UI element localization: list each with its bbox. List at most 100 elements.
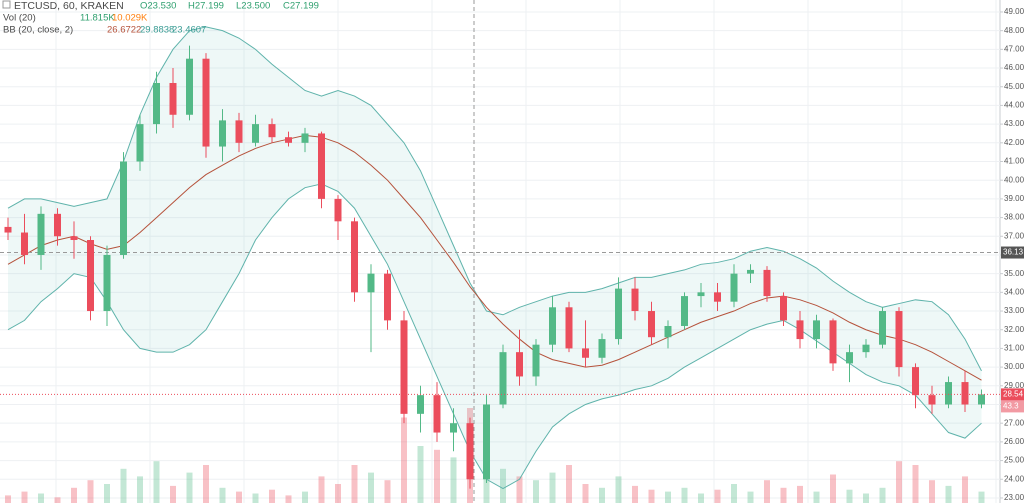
- volume-bar: [665, 491, 671, 503]
- candle-body: [351, 221, 358, 293]
- volume-bar: [599, 487, 605, 503]
- candle-body: [895, 311, 903, 368]
- candle-body: [202, 58, 210, 147]
- candle-body: [384, 273, 391, 321]
- volume-bar: [285, 495, 292, 503]
- volume-bar: [533, 480, 539, 503]
- volume-bar: [698, 493, 704, 503]
- ohlc-high: H27.199: [188, 1, 224, 12]
- volume-bar: [582, 484, 589, 503]
- volume-bar: [335, 484, 341, 503]
- y-tick-label: 48.000: [1004, 26, 1024, 35]
- volume-bar: [764, 480, 770, 503]
- candle-body: [631, 288, 639, 312]
- volume-bar: [203, 465, 209, 503]
- ohlc-close: C27.199: [283, 1, 319, 12]
- last-volume-label-bg: [1001, 400, 1024, 413]
- candle-body: [516, 352, 523, 377]
- volume-bar: [417, 446, 424, 503]
- candle-body: [54, 213, 61, 237]
- volume-bar: [566, 465, 572, 503]
- volume-bar: [401, 417, 407, 503]
- candle-body: [928, 395, 936, 405]
- candle-body: [582, 348, 589, 358]
- candle-body: [565, 307, 573, 349]
- symbol: ETCUSD, 60, KRAKEN: [14, 0, 124, 12]
- candle-body: [961, 382, 969, 405]
- y-tick-label: 26.000: [1004, 437, 1024, 446]
- candle-body: [301, 133, 309, 143]
- volume-bar: [615, 476, 622, 503]
- volume-bar: [896, 461, 902, 503]
- volume-bar: [929, 480, 935, 503]
- volume-bar: [846, 489, 853, 503]
- candle-body: [681, 296, 688, 326]
- candle-body: [879, 311, 886, 345]
- candle-body: [169, 82, 177, 115]
- volume-bar: [681, 487, 688, 503]
- volume-bar: [962, 476, 968, 503]
- candle-body: [37, 213, 45, 255]
- volume-bar: [170, 485, 176, 503]
- bb-lower-value: 23.4607: [172, 25, 206, 36]
- y-tick-label: 34.000: [1004, 287, 1024, 296]
- volume-bar: [384, 480, 391, 503]
- volume-bar: [87, 480, 94, 503]
- volume-bar: [269, 489, 275, 503]
- bb-legend-name: BB (20, close, 2): [3, 25, 73, 36]
- y-tick-label: 49.000: [1004, 7, 1024, 16]
- volume-bar: [863, 493, 869, 503]
- bb-upper-value: 29.8838: [140, 25, 174, 36]
- volume-bar: [731, 484, 737, 503]
- y-tick-label: 43.000: [1004, 119, 1024, 128]
- volume-bar: [368, 472, 374, 503]
- candle-body: [780, 296, 787, 321]
- candle-body: [219, 120, 226, 147]
- y-tick-label: 23.000: [1004, 493, 1024, 502]
- candle-body: [285, 137, 292, 143]
- volume-bar: [120, 468, 127, 503]
- volume-bar: [186, 472, 193, 503]
- candle-body: [334, 198, 342, 222]
- volume-bar: [500, 468, 506, 503]
- plot: [0, 0, 1000, 503]
- candle-body: [318, 133, 325, 199]
- volume-ma-value: 10.029K: [112, 13, 148, 24]
- candle-body: [862, 344, 870, 353]
- volume-bar: [104, 484, 110, 503]
- candle-body: [235, 120, 243, 143]
- volume-bar: [945, 485, 952, 503]
- volume-bar: [71, 487, 77, 503]
- candle-body: [846, 352, 853, 364]
- volume-value: 11.815K: [80, 13, 115, 24]
- volume-bar: [5, 495, 11, 503]
- y-tick-label: 27.000: [1004, 418, 1024, 427]
- candle-body: [252, 124, 259, 143]
- collapse-icon[interactable]: [2, 0, 11, 9]
- volume-bar: [714, 489, 721, 503]
- volume-bar: [516, 476, 523, 503]
- y-tick-label: 30.000: [1004, 362, 1024, 371]
- volume-bar: [813, 491, 820, 503]
- y-tick-label: 45.000: [1004, 82, 1024, 91]
- candle-body: [813, 320, 820, 340]
- volume-bar: [434, 449, 440, 503]
- volume-bar: [797, 485, 803, 503]
- candle-body: [697, 292, 705, 297]
- candle-body: [417, 395, 424, 414]
- candle-body: [615, 288, 622, 340]
- candle-body: [21, 232, 28, 255]
- candle-body: [978, 394, 985, 405]
- candle-body: [532, 344, 540, 377]
- y-tick-label: 44.000: [1004, 101, 1024, 110]
- candle-body: [499, 352, 507, 405]
- volume-legend-name: Vol (20): [3, 13, 36, 24]
- candle-body: [153, 82, 160, 125]
- volume-bar: [450, 457, 457, 503]
- candle-body: [648, 311, 655, 338]
- volume-bar: [351, 465, 358, 503]
- bb-upper: [7, 26, 982, 372]
- candle-body: [483, 404, 490, 480]
- y-tick-label: 37.000: [1004, 231, 1024, 240]
